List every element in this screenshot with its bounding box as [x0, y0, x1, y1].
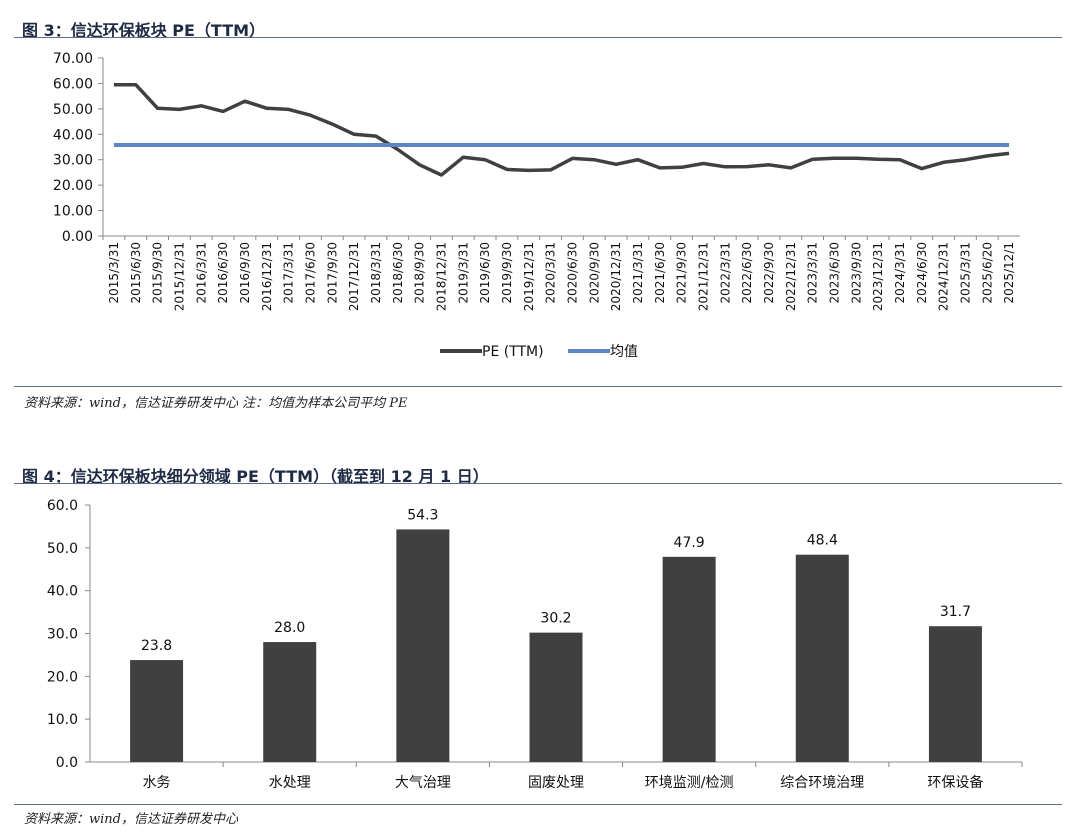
x-tick-label: 2020/12/31 — [609, 242, 623, 311]
x-tick-label: 2024/3/31 — [893, 242, 907, 304]
x-tick-label: 2020/6/30 — [565, 242, 579, 304]
x-tick-label: 2018/9/30 — [413, 242, 427, 304]
x-tick-label: 2022/6/30 — [740, 242, 754, 304]
x-tick-label: 2023/6/30 — [827, 242, 841, 304]
x-tick-label: 2019/6/30 — [478, 242, 492, 304]
bar-data-label: 54.3 — [407, 507, 438, 523]
x-tick-label: 2021/12/31 — [696, 242, 710, 311]
x-tick-label: 2025/12/1 — [1002, 242, 1016, 304]
bar — [795, 554, 849, 762]
x-tick-label: 2024/6/30 — [915, 242, 929, 304]
pe-ttm-series-line — [113, 82, 1010, 177]
x-tick-label: 2021/6/30 — [653, 242, 667, 304]
figure-3-bottom-rule — [14, 386, 1062, 387]
figure-3-title: 图 3：信达环保板块 PE（TTM） — [22, 21, 266, 40]
bar — [529, 632, 583, 762]
legend-label-mean: 均值 — [610, 344, 638, 360]
x-tick-label: 2022/9/30 — [762, 242, 776, 304]
x-tick-label: 2015/6/30 — [129, 242, 143, 304]
x-tick-label: 2017/3/31 — [282, 242, 296, 304]
x-tick-label: 2018/6/30 — [391, 242, 405, 304]
y-tick-label: 10.00 — [53, 204, 93, 220]
bar — [263, 642, 317, 762]
x-tick-label: 2020/9/30 — [587, 242, 601, 304]
bar — [928, 626, 982, 762]
x-tick-label: 2017/9/30 — [325, 242, 339, 304]
x-tick-label: 2015/3/31 — [107, 242, 121, 304]
x-tick-label: 2019/9/30 — [500, 242, 514, 304]
figure-4-bottom-rule — [14, 804, 1062, 805]
y-tick-label: 0.0 — [56, 755, 78, 771]
x-tick-label: 2015/9/30 — [151, 242, 165, 304]
y-tick-label: 60.0 — [47, 498, 78, 514]
x-tick-label: 2020/3/31 — [544, 242, 558, 304]
bar-data-label: 48.4 — [807, 533, 838, 549]
y-tick-label: 10.0 — [47, 712, 78, 728]
y-tick-label: 20.00 — [53, 178, 93, 194]
bar-data-label: 47.9 — [674, 535, 705, 551]
bar — [130, 660, 184, 762]
y-tick-label: 50.00 — [53, 102, 93, 118]
figure-4-source: 资料来源：wind，信达证券研发中心 — [24, 812, 238, 827]
figure-3-source: 资料来源：wind，信达证券研发中心 注：均值为样本公司平均 PE — [24, 396, 408, 411]
bar-data-label: 30.2 — [540, 611, 571, 627]
category-label: 环境监测/检测 — [645, 775, 734, 791]
y-tick-label: 20.0 — [47, 669, 78, 685]
category-label: 环保设备 — [927, 774, 983, 791]
x-tick-label: 2022/3/31 — [718, 242, 732, 304]
x-tick-label: 2018/3/31 — [369, 242, 383, 304]
category-label: 水务 — [143, 775, 171, 791]
y-tick-label: 0.00 — [62, 229, 93, 245]
figure-4-title: 图 4：信达环保板块细分领域 PE（TTM）（截至到 12 月 1 日） — [22, 467, 489, 486]
category-label: 水处理 — [269, 775, 311, 791]
x-tick-label: 2016/3/31 — [194, 242, 208, 304]
bar-data-label: 28.0 — [274, 620, 305, 636]
x-tick-label: 2023/9/30 — [849, 242, 863, 304]
x-tick-label: 2021/9/30 — [675, 242, 689, 304]
x-tick-label: 2018/12/31 — [434, 242, 448, 311]
x-tick-label: 2016/12/31 — [260, 242, 274, 311]
bar-data-label: 23.8 — [141, 638, 172, 654]
x-tick-label: 2023/12/31 — [871, 242, 885, 311]
bar-data-label: 31.7 — [940, 604, 971, 620]
y-tick-label: 60.00 — [53, 76, 93, 92]
y-tick-label: 30.00 — [53, 153, 93, 169]
x-tick-label: 2019/3/31 — [456, 242, 470, 304]
bar — [662, 556, 716, 762]
x-tick-label: 2016/9/30 — [238, 242, 252, 304]
legend-label-pe-ttm: PE (TTM) — [482, 344, 544, 360]
figure-4-top-rule — [14, 483, 1062, 484]
pe-ttm-line-chart: 0.00 10.00 20.00 30.00 40.00 50.00 60.00 70.00 2… — [53, 51, 1020, 360]
x-tick-label: 2017/12/31 — [347, 242, 361, 311]
category-label: 固废处理 — [528, 775, 584, 791]
x-tick-label: 2024/12/31 — [937, 242, 951, 311]
x-tick-label: 2017/6/30 — [303, 242, 317, 304]
y-tick-label: 40.00 — [53, 127, 93, 143]
y-tick-label: 70.00 — [53, 51, 93, 67]
figure-3-top-rule — [14, 37, 1062, 38]
x-tick-label: 2015/12/31 — [172, 242, 186, 311]
x-tick-label: 2025/6/20 — [980, 242, 994, 304]
x-tick-label: 2016/6/30 — [216, 242, 230, 304]
x-tick-label: 2019/12/31 — [522, 242, 536, 311]
x-tick-label: 2023/3/31 — [806, 242, 820, 304]
category-label: 大气治理 — [395, 775, 451, 791]
category-label: 综合环境治理 — [780, 775, 864, 791]
x-tick-label: 2021/3/31 — [631, 242, 645, 304]
y-tick-label: 50.0 — [47, 541, 78, 557]
bar — [396, 529, 450, 762]
x-tick-label: 2025/3/31 — [958, 242, 972, 304]
x-tick-label: 2022/12/31 — [784, 242, 798, 311]
y-tick-label: 40.0 — [47, 584, 78, 600]
y-tick-label: 30.0 — [47, 627, 78, 643]
